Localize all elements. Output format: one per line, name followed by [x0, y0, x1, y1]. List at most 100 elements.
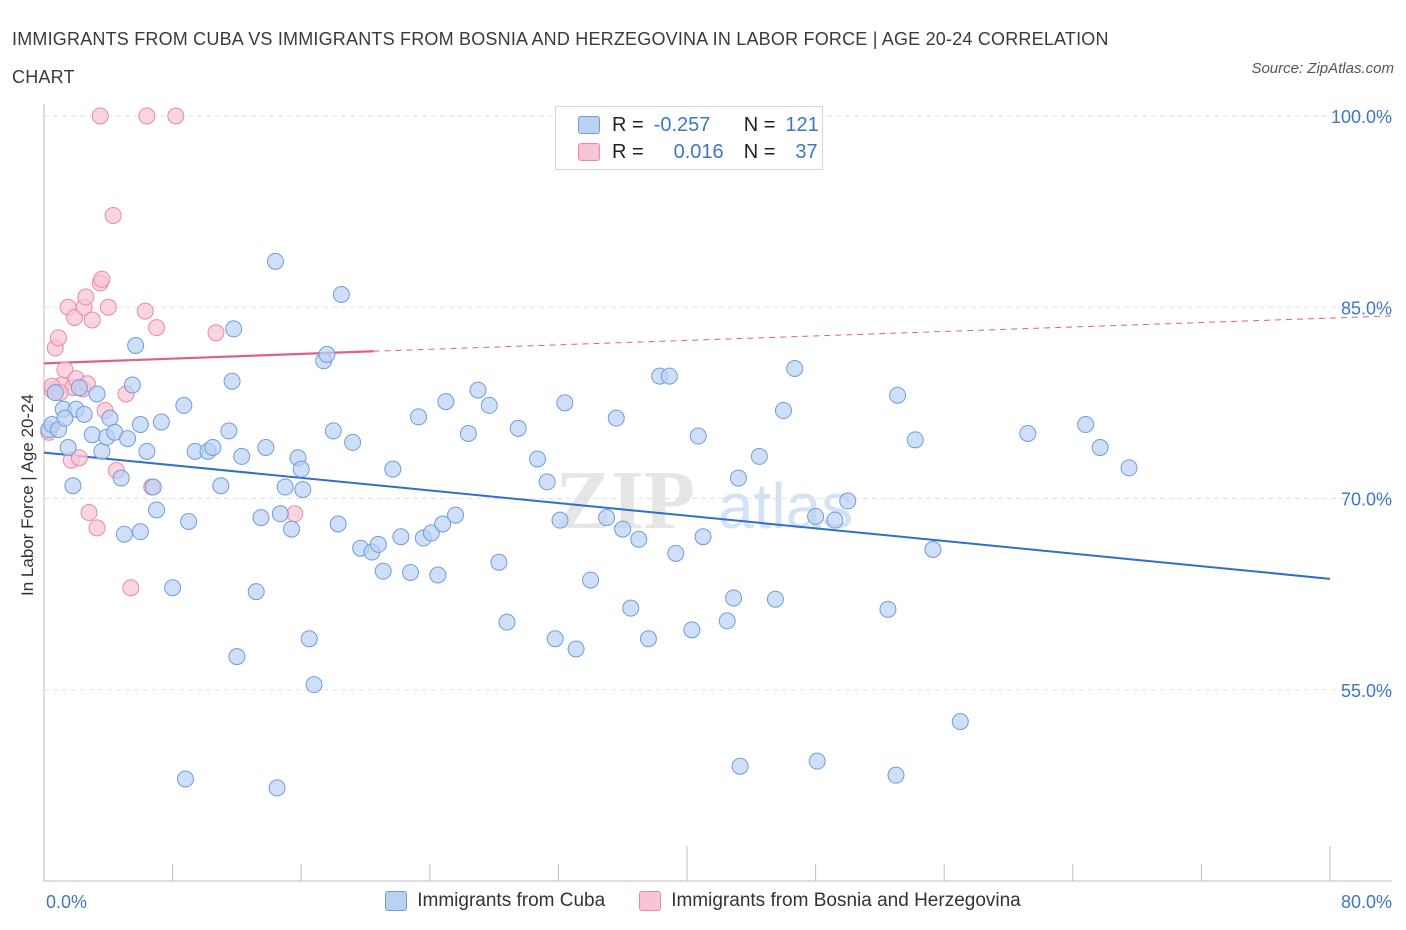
point-cuba — [556, 394, 574, 412]
series-swatch-cuba — [385, 891, 408, 911]
point-cuba — [725, 589, 743, 607]
point-cuba — [689, 427, 707, 445]
point-cuba — [228, 648, 246, 666]
point-cuba — [906, 431, 924, 449]
point-bosnia — [167, 107, 185, 125]
legend-r-label-bosnia: R = — [612, 140, 644, 163]
point-cuba — [212, 477, 230, 495]
legend-n-label-bosnia: N = — [743, 140, 776, 163]
series-cuba-points — [40, 252, 1138, 797]
point-cuba — [582, 571, 600, 589]
point-cuba — [131, 416, 149, 434]
point-cuba — [332, 286, 350, 303]
trend-line-bosnia-extension — [373, 315, 1393, 352]
point-cuba — [75, 405, 93, 423]
point-cuba — [622, 599, 640, 617]
point-cuba — [718, 612, 736, 630]
point-cuba — [292, 460, 310, 478]
series-legend-item-bosnia: Immigrants from Bosnia and Herzegovina — [639, 890, 1021, 912]
point-bosnia — [207, 324, 225, 342]
point-cuba — [660, 367, 678, 385]
point-bosnia — [83, 311, 101, 329]
series-swatch-bosnia — [639, 891, 662, 911]
point-cuba — [1077, 416, 1095, 434]
point-bosnia — [88, 519, 106, 537]
point-bosnia — [286, 505, 304, 523]
point-cuba — [180, 512, 198, 530]
point-cuba — [252, 509, 270, 527]
point-cuba — [138, 442, 156, 460]
legend-n-value-cuba: 121 — [785, 113, 819, 136]
legend-n-label-cuba: N = — [743, 113, 776, 136]
point-cuba — [175, 396, 193, 414]
point-cuba — [344, 433, 362, 451]
point-cuba — [1019, 424, 1037, 442]
point-bosnia — [122, 579, 140, 597]
point-cuba — [276, 478, 294, 496]
point-bosnia — [138, 107, 156, 125]
point-cuba — [750, 447, 768, 465]
point-cuba — [630, 530, 648, 548]
point-cuba — [225, 320, 243, 338]
point-cuba — [204, 439, 222, 456]
point-cuba — [598, 509, 616, 527]
point-cuba — [447, 506, 465, 524]
point-cuba — [786, 359, 804, 377]
point-cuba — [607, 409, 625, 427]
point-cuba — [951, 713, 969, 731]
point-cuba — [83, 426, 101, 444]
point-cuba — [434, 515, 452, 533]
point-cuba — [257, 439, 275, 456]
point-cuba — [119, 430, 137, 448]
point-bosnia — [77, 288, 95, 306]
point-bosnia — [148, 319, 166, 337]
tick-labels: 55.0% 70.0% 85.0% 100.0% 0.0% 80.0% — [46, 107, 1392, 912]
x-tick-label: 0.0% — [46, 892, 87, 912]
legend-r-value-bosnia: 0.016 — [673, 140, 724, 163]
point-bosnia — [80, 504, 98, 522]
point-cuba — [223, 372, 241, 390]
point-cuba — [546, 630, 564, 648]
point-cuba — [683, 621, 701, 639]
point-cuba — [808, 752, 826, 770]
grid — [44, 115, 1392, 691]
point-cuba — [369, 535, 387, 553]
y-tick-label: 70.0% — [1341, 490, 1392, 510]
point-cuba — [268, 779, 286, 797]
point-cuba — [731, 757, 749, 775]
point-cuba — [839, 492, 857, 510]
point-bosnia — [70, 449, 88, 467]
series-legend-label-bosnia: Immigrants from Bosnia and Herzegovina — [671, 890, 1021, 911]
x-tick-label: 80.0% — [1341, 892, 1392, 912]
point-cuba — [59, 439, 77, 456]
point-cuba — [509, 419, 527, 437]
y-axis-label: In Labor Force | Age 20-24 — [18, 394, 37, 596]
series-legend-item-cuba: Immigrants from Cuba — [385, 890, 605, 912]
point-cuba — [329, 515, 347, 533]
point-cuba — [538, 473, 556, 491]
point-cuba — [490, 553, 508, 571]
point-cuba — [64, 477, 82, 495]
point-cuba — [402, 563, 420, 581]
point-bosnia — [104, 206, 122, 224]
point-cuba — [826, 511, 844, 529]
watermark: ZIP atlas — [555, 454, 853, 547]
point-cuba — [729, 469, 747, 487]
axes — [43, 104, 1392, 882]
point-cuba — [127, 337, 145, 354]
point-cuba — [294, 481, 312, 499]
point-cuba — [176, 770, 194, 788]
point-cuba — [924, 541, 942, 558]
point-cuba — [437, 393, 455, 411]
trend-line-cuba — [43, 451, 1331, 580]
y-tick-label: 100.0% — [1331, 107, 1392, 127]
chart-title: IMMIGRANTS FROM CUBA VS IMMIGRANTS FROM … — [12, 29, 1109, 87]
point-cuba — [324, 422, 342, 440]
point-cuba — [498, 613, 516, 631]
y-tick-label: 55.0% — [1341, 681, 1392, 701]
point-cuba — [639, 630, 657, 648]
point-cuba — [152, 413, 170, 431]
point-cuba — [410, 408, 428, 426]
legend-r-label-cuba: R = — [612, 113, 644, 136]
point-cuba — [879, 600, 897, 618]
